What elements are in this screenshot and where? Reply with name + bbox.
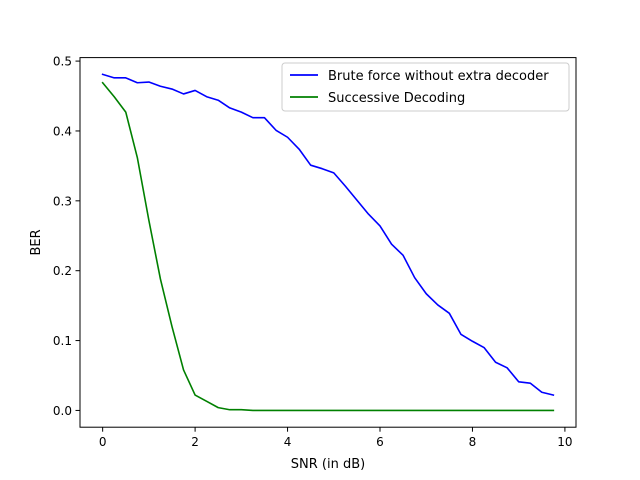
y-tick-label: 0.2 [53, 264, 72, 278]
y-axis-label: BER [29, 229, 44, 255]
y-axis-ticks: 0.0 0.1 0.2 0.3 0.4 0.5 [53, 55, 80, 418]
x-tick-label: 2 [191, 435, 199, 449]
legend-label-successive-decoding: Successive Decoding [328, 91, 465, 106]
x-tick-label: 0 [99, 435, 107, 449]
x-axis-ticks: 0 2 4 6 8 10 [99, 427, 573, 449]
x-tick-label: 8 [469, 435, 477, 449]
x-axis-label: SNR (in dB) [291, 457, 365, 472]
legend: Brute force without extra decoder Succes… [281, 62, 570, 112]
x-tick-label: 10 [557, 435, 572, 449]
x-tick-label: 4 [284, 435, 292, 449]
legend-label-brute-force: Brute force without extra decoder [328, 69, 549, 84]
x-tick-label: 6 [376, 435, 384, 449]
legend-frame [281, 62, 570, 112]
series-layer [101, 73, 555, 412]
series-line-successive-decoding [101, 81, 555, 412]
y-tick-label: 0.5 [53, 55, 72, 69]
plot-frame [79, 57, 577, 428]
y-tick-label: 0.0 [53, 404, 72, 418]
series-line-brute-force [101, 73, 555, 397]
y-tick-label: 0.1 [53, 334, 72, 348]
y-tick-label: 0.4 [53, 124, 72, 138]
y-tick-label: 0.3 [53, 194, 72, 208]
